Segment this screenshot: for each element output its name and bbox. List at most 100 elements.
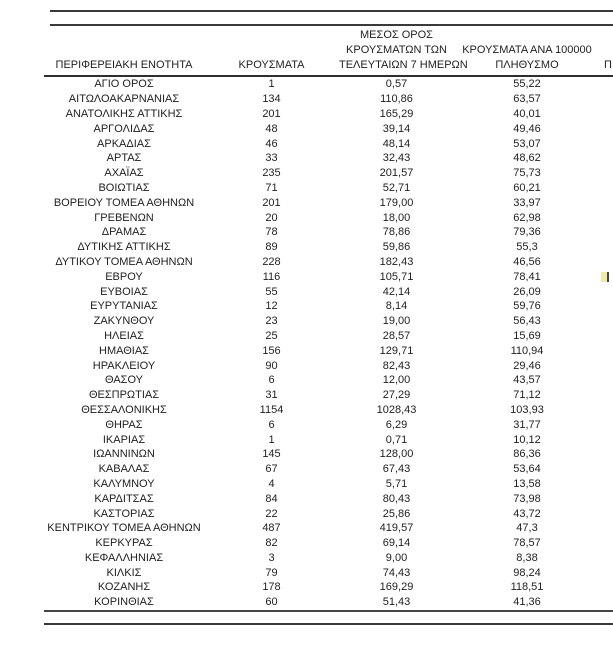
- cell-cases: 201: [262, 107, 281, 120]
- cell-per100k: 75,73: [513, 167, 541, 180]
- bottom-rule-2: [44, 623, 613, 625]
- cell-clipped: [600, 343, 613, 358]
- table-header-row: ΠΕΡΙΦΕΡΕΙΑΚΗ ΕΝΟΤΗΤΑ ΚΡΟΥΣΜΑΤΑ ΜΕΣΟΣ ΟΡΟ…: [44, 28, 613, 77]
- table-row: ΕΥΒΟΙΑΣ 55 42,14 26,09: [44, 284, 613, 299]
- cell-cases: 201: [262, 196, 281, 209]
- cell-clipped: [600, 358, 613, 373]
- cell-per100k: 49,46: [513, 122, 541, 135]
- cell-per100k: 60,21: [513, 181, 541, 194]
- cell-avg7: 8,14: [385, 300, 408, 313]
- cell-cases: 33: [265, 152, 278, 165]
- cell-clipped: [600, 432, 613, 447]
- cell-cases: 90: [265, 359, 278, 372]
- cell-cases: 145: [262, 448, 281, 461]
- cell-region: ΑΙΤΩΛΟΑΚΑΡΝΑΝΙΑΣ: [68, 93, 180, 106]
- cell-per100k: 53,07: [513, 137, 541, 150]
- cell-cases: 4: [268, 477, 275, 490]
- table-row: ΚΑΛΥΜΝΟΥ 4 5,71 13,58: [44, 477, 613, 492]
- cell-clipped: [600, 240, 613, 255]
- cell-avg7: 9,00: [385, 551, 408, 564]
- cell-per100k: 110,94: [510, 344, 544, 357]
- cell-clipped: [600, 92, 613, 107]
- cell-region: ΑΓΙΟ ΟΡΟΣ: [94, 78, 154, 91]
- table-row: ΚΑΣΤΟΡΙΑΣ 22 25,86 43,72: [44, 506, 613, 521]
- cell-per100k: 43,72: [513, 507, 541, 520]
- cell-avg7: 6,29: [385, 418, 408, 431]
- table-row: ΚΕΝΤΡΙΚΟΥ ΤΟΜΕΑ ΑΘΗΝΩΝ 487 419,57 47,3: [44, 521, 613, 536]
- cell-avg7: 179,00: [379, 196, 414, 209]
- table-row: ΔΥΤΙΚΗΣ ΑΤΤΙΚΗΣ 89 59,86 55,3: [44, 240, 613, 255]
- cell-per100k: 15,69: [513, 329, 541, 342]
- column-header-avg7: ΜΕΣΟΣ ΟΡΟΣ ΚΡΟΥΣΜΑΤΩΝ ΤΩΝ ΤΕΛΕΥΤΑΙΩΝ 7 Η…: [339, 28, 468, 77]
- cell-avg7: 39,14: [382, 122, 411, 135]
- cell-clipped: [600, 506, 613, 521]
- cell-avg7: 32,43: [382, 152, 411, 165]
- cell-avg7: 19,00: [382, 315, 411, 328]
- cell-avg7: 67,43: [382, 463, 411, 476]
- cell-cases: 46: [265, 137, 278, 150]
- cell-region: ΑΡΚΑΔΙΑΣ: [97, 137, 151, 150]
- cell-region: ΗΛΕΙΑΣ: [104, 329, 144, 342]
- cell-per100k: 103,93: [510, 403, 544, 416]
- cell-avg7: 105,71: [379, 270, 414, 283]
- cell-clipped: [600, 121, 613, 136]
- cell-per100k: 98,24: [513, 566, 541, 579]
- cell-region: ΕΥΒΟΙΑΣ: [100, 285, 148, 298]
- cell-region: ΘΕΣΠΡΩΤΙΑΣ: [88, 389, 160, 402]
- cell-avg7: 419,57: [379, 522, 414, 535]
- cell-per100k: 10,12: [513, 433, 541, 446]
- cell-avg7: 169,29: [379, 581, 414, 594]
- cell-region: ΚΟΖΑΝΗΣ: [97, 581, 151, 594]
- cell-clipped: [600, 580, 613, 595]
- table-row: ΑΡΚΑΔΙΑΣ 46 48,14 53,07: [44, 136, 613, 151]
- table-row: ΘΑΣΟΥ 6 12,00 43,57: [44, 373, 613, 388]
- column-header-avg7-line3: ΤΕΛΕΥΤΑΙΩΝ 7 ΗΜΕΡΩΝ: [339, 59, 468, 71]
- cell-per100k: 118,51: [510, 581, 544, 594]
- cell-region: ΖΑΚΥΝΘΟΥ: [93, 315, 155, 328]
- cell-region: ΙΩΑΝΝΙΝΩΝ: [93, 448, 155, 461]
- cell-region: ΗΡΑΚΛΕΙΟΥ: [92, 359, 156, 372]
- cell-clipped: [600, 76, 613, 92]
- table-row: ΖΑΚΥΝΘΟΥ 23 19,00 56,43: [44, 314, 613, 329]
- cell-cases: 25: [265, 329, 278, 342]
- table-row: ΚΑΡΔΙΤΣΑΣ 84 80,43 73,98: [44, 491, 613, 506]
- cell-region: ΕΒΡΟΥ: [105, 270, 143, 283]
- cell-per100k: 78,41: [513, 270, 541, 283]
- table-row: ΚΑΒΑΛΑΣ 67 67,43 53,64: [44, 462, 613, 477]
- cell-avg7: 0,71: [385, 433, 408, 446]
- cell-clipped: [600, 477, 613, 492]
- cell-avg7: 28,57: [382, 329, 411, 342]
- column-header-per100k: ΚΡΟΥΣΜΑΤΑ ΑΝΑ 100000 ΠΛΗΘΥΣΜΟ: [454, 28, 600, 77]
- cell-cases: 3: [268, 551, 275, 564]
- cell-clipped: [600, 225, 613, 240]
- column-header-cases-label: ΚΡΟΥΣΜΑΤΑ: [238, 59, 305, 71]
- cell-region: ΑΡΤΑΣ: [106, 152, 142, 165]
- cell-clipped: [600, 107, 613, 122]
- cell-region: ΚΕΦΑΛΛΗΝΙΑΣ: [84, 551, 164, 564]
- highlight-swatch: [601, 271, 607, 282]
- cell-clipped: [600, 521, 613, 536]
- table-row: ΑΡΓΟΛΙΔΑΣ 48 39,14 49,46: [44, 121, 613, 136]
- cell-cases: 67: [265, 463, 278, 476]
- cell-region: ΔΥΤΙΚΗΣ ΑΤΤΙΚΗΣ: [77, 241, 171, 254]
- cell-region: ΘΗΡΑΣ: [105, 418, 143, 431]
- cell-cases: 1: [268, 78, 275, 91]
- cell-clipped: [600, 491, 613, 506]
- table-row: ΔΥΤΙΚΟΥ ΤΟΜΕΑ ΑΘΗΝΩΝ 228 182,43 46,56: [44, 255, 613, 270]
- cell-clipped: [600, 447, 613, 462]
- cell-avg7: 51,43: [382, 596, 411, 609]
- cell-clipped: [600, 136, 613, 151]
- clipped-glyph-bar: [607, 271, 609, 282]
- cell-cases: 178: [262, 581, 281, 594]
- cell-region: ΘΑΣΟΥ: [104, 374, 144, 387]
- cell-avg7: 48,14: [382, 137, 411, 150]
- cell-cases: 1154: [259, 403, 284, 416]
- cell-cases: 228: [262, 255, 281, 268]
- cell-region: ΕΥΡΥΤΑΝΙΑΣ: [90, 300, 158, 313]
- cell-clipped: [600, 462, 613, 477]
- cell-clipped: [600, 181, 613, 196]
- top-rule-2: [50, 24, 613, 26]
- table-row: ΗΛΕΙΑΣ 25 28,57 15,69: [44, 329, 613, 344]
- cell-avg7: 201,57: [379, 167, 414, 180]
- column-header-region-label: ΠΕΡΙΦΕΡΕΙΑΚΗ ΕΝΟΤΗΤΑ: [55, 59, 193, 71]
